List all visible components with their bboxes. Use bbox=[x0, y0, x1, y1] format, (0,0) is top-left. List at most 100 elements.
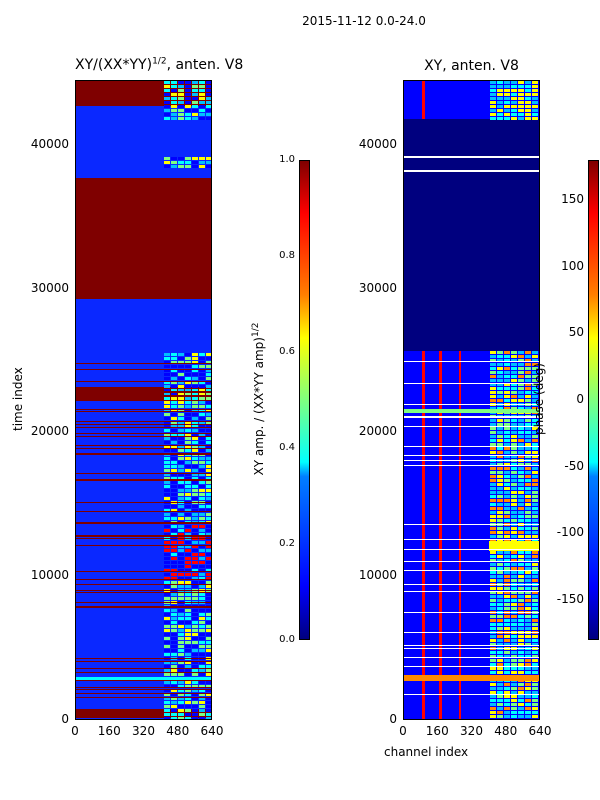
phase-cell bbox=[497, 487, 503, 490]
phase-cell bbox=[532, 419, 538, 422]
amplitude-cell bbox=[192, 421, 198, 424]
amplitude-cell bbox=[171, 497, 177, 500]
amplitude-cell bbox=[164, 437, 170, 440]
amplitude-cell bbox=[185, 609, 191, 612]
phase-cell bbox=[504, 719, 510, 720]
amplitude-cell bbox=[206, 681, 211, 684]
amplitude-cell bbox=[192, 645, 198, 648]
amplitude-colorbar-label-main: XY amp. / (XX*YY amp) bbox=[252, 337, 266, 476]
phase-cell bbox=[518, 399, 524, 402]
phase-cell bbox=[490, 527, 496, 530]
amplitude-cell bbox=[206, 389, 211, 392]
phase-cell bbox=[490, 447, 496, 450]
phase-white-stripe bbox=[404, 170, 539, 172]
phase-cell bbox=[525, 651, 531, 654]
phase-cell bbox=[497, 699, 503, 702]
x-tick-label: 480 bbox=[494, 724, 518, 738]
amplitude-cell bbox=[178, 545, 184, 548]
phase-cell bbox=[532, 451, 538, 454]
amplitude-cell bbox=[185, 101, 191, 104]
amplitude-cell bbox=[171, 613, 177, 616]
phase-cell bbox=[490, 603, 496, 606]
phase-cell bbox=[504, 563, 510, 566]
phase-cell bbox=[490, 591, 496, 594]
amplitude-cell bbox=[199, 101, 205, 104]
amplitude-cell bbox=[171, 449, 177, 452]
amplitude-cell bbox=[199, 85, 205, 88]
amplitude-cell bbox=[171, 117, 177, 120]
amplitude-cell bbox=[178, 385, 184, 388]
phase-cell bbox=[525, 427, 531, 430]
phase-cell bbox=[511, 439, 517, 442]
phase-cell bbox=[532, 719, 538, 720]
amplitude-cell bbox=[164, 709, 170, 712]
phase-cell bbox=[525, 639, 531, 642]
amplitude-cell bbox=[199, 457, 205, 460]
phase-cell bbox=[532, 363, 538, 366]
amplitude-cell bbox=[185, 549, 191, 552]
phase-cell bbox=[511, 101, 517, 104]
amplitude-cell bbox=[192, 693, 198, 696]
phase-cell bbox=[497, 97, 503, 100]
phase-cell bbox=[511, 359, 517, 362]
phase-cell bbox=[490, 117, 496, 120]
amplitude-cell bbox=[178, 481, 184, 484]
phase-white-stripe bbox=[404, 632, 539, 633]
amplitude-cell bbox=[171, 389, 177, 392]
amplitude-cell bbox=[185, 441, 191, 444]
amplitude-cell bbox=[192, 105, 198, 108]
phase-white-stripe bbox=[404, 361, 539, 362]
phase-cell bbox=[511, 375, 517, 378]
amplitude-cell bbox=[164, 465, 170, 468]
phase-cell bbox=[518, 483, 524, 486]
amplitude-cell bbox=[192, 81, 198, 84]
phase-green-stripe bbox=[404, 409, 539, 413]
amplitude-heatmap[interactable] bbox=[75, 80, 212, 720]
phase-cell bbox=[497, 375, 503, 378]
phase-cell bbox=[490, 363, 496, 366]
amplitude-cell bbox=[199, 437, 205, 440]
phase-cell bbox=[532, 101, 538, 104]
phase-cell bbox=[525, 483, 531, 486]
amplitude-cell bbox=[199, 717, 205, 719]
amplitude-cell bbox=[164, 593, 170, 596]
phase-cell bbox=[504, 371, 510, 374]
phase-cell bbox=[490, 427, 496, 430]
phase-heatmap[interactable] bbox=[403, 80, 540, 720]
amplitude-cell bbox=[185, 497, 191, 500]
amplitude-cell bbox=[164, 673, 170, 676]
amplitude-cell bbox=[199, 373, 205, 376]
phase-cell bbox=[532, 683, 538, 686]
amplitude-red-stripe bbox=[76, 579, 211, 580]
phase-cell bbox=[525, 435, 531, 438]
phase-white-stripe bbox=[404, 666, 539, 667]
colorbar-tick-label: 0.2 bbox=[279, 538, 295, 549]
phase-cell bbox=[511, 711, 517, 714]
amplitude-red-stripe bbox=[76, 369, 211, 370]
amplitude-cell bbox=[199, 569, 205, 572]
phase-cell bbox=[504, 117, 510, 120]
amplitude-cell bbox=[164, 405, 170, 408]
amplitude-cell bbox=[178, 541, 184, 544]
amplitude-cell bbox=[192, 381, 198, 384]
amplitude-cell bbox=[171, 545, 177, 548]
phase-cell bbox=[504, 651, 510, 654]
phase-cell bbox=[525, 595, 531, 598]
phase-cell bbox=[497, 575, 503, 578]
amplitude-cell bbox=[178, 561, 184, 564]
amplitude-cell bbox=[192, 97, 198, 100]
phase-cell bbox=[532, 359, 538, 362]
phase-cell bbox=[532, 687, 538, 690]
phase-cell bbox=[490, 587, 496, 590]
phase-cell bbox=[532, 691, 538, 694]
phase-cell bbox=[518, 531, 524, 534]
phase-cell bbox=[525, 351, 531, 354]
amplitude-cell bbox=[206, 437, 211, 440]
phase-cell bbox=[532, 407, 538, 410]
amplitude-cell bbox=[206, 469, 211, 472]
phase-cell bbox=[497, 351, 503, 354]
amplitude-cell bbox=[206, 109, 211, 112]
phase-cell bbox=[497, 655, 503, 658]
amplitude-cell bbox=[164, 557, 170, 560]
amplitude-red-stripe bbox=[76, 672, 211, 673]
